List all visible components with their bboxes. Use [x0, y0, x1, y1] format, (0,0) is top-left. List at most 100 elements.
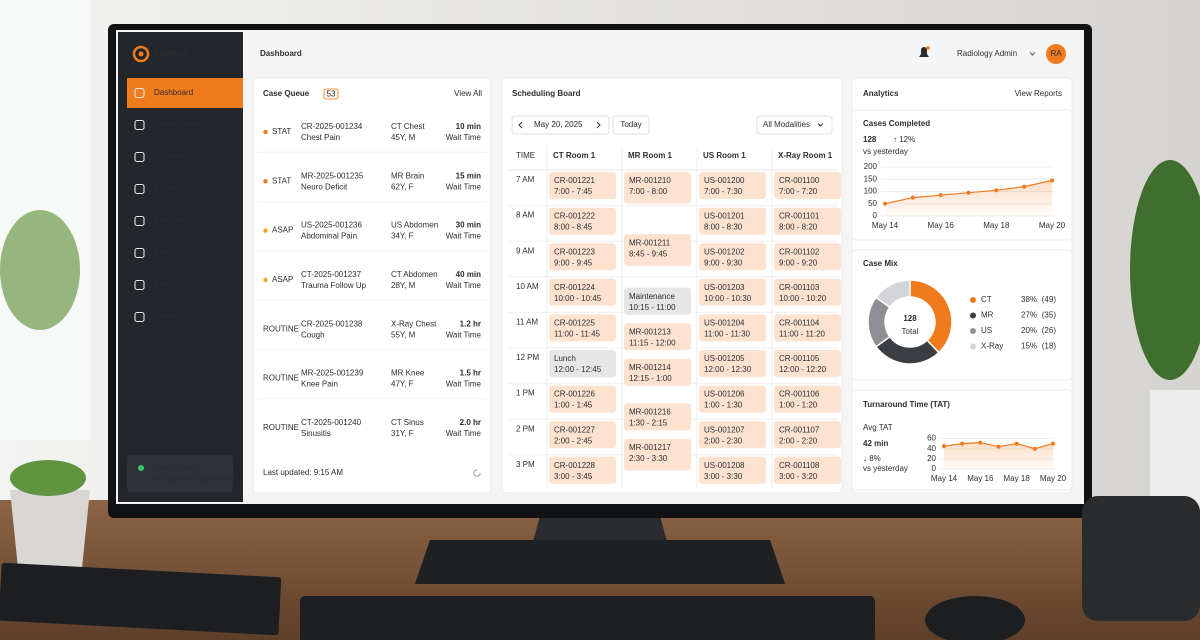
bell-icon[interactable]: [919, 47, 929, 57]
appointment[interactable]: [774, 172, 841, 199]
next-arrow[interactable]: [596, 121, 601, 129]
appointment[interactable]: [624, 323, 691, 351]
priority-label: STAT: [272, 127, 291, 136]
line-point: [942, 444, 946, 449]
monitor-base: [415, 540, 785, 584]
appointment[interactable]: [699, 172, 766, 199]
pot-right: [1150, 390, 1200, 510]
appointment[interactable]: [699, 314, 766, 342]
appointment-time: 7:00 - 8:00: [629, 187, 668, 196]
nav-item[interactable]: Case Queue: [154, 120, 199, 129]
line-point: [938, 193, 943, 198]
metric-change: ↓ 8%: [863, 454, 881, 463]
view-all-link[interactable]: View All: [454, 89, 482, 98]
appointment[interactable]: [699, 207, 766, 235]
appointment[interactable]: [549, 421, 616, 449]
legend-count: (35): [1042, 311, 1057, 320]
case-id[interactable]: MR-2025-001235: [301, 171, 364, 180]
case-exam: MR Brain: [391, 171, 424, 180]
appointment-id: CR-001106: [779, 390, 820, 399]
appointment-time: 2:00 - 2:30: [704, 436, 743, 445]
appointment[interactable]: [549, 172, 616, 199]
case-exam: CT Sinus: [391, 418, 424, 427]
priority-dot: [263, 277, 268, 283]
appointment[interactable]: [774, 385, 841, 413]
appointment[interactable]: [549, 385, 616, 413]
appointment[interactable]: [549, 350, 616, 377]
nav-item[interactable]: Analytics: [154, 280, 186, 289]
time-label: 11 AM: [516, 318, 538, 327]
plant-right: [1130, 160, 1200, 380]
case-exam: CT Chest: [391, 122, 425, 131]
appointment-time: 11:15 - 12:00: [629, 338, 676, 347]
appointment[interactable]: [624, 403, 691, 431]
appointment[interactable]: [699, 421, 766, 449]
case-id[interactable]: MR-2025-001239: [301, 369, 364, 378]
time-label: 10 AM: [516, 282, 539, 291]
legend-swatch: [970, 297, 976, 303]
case-id[interactable]: CT-2025-001240: [301, 418, 362, 427]
appointment[interactable]: [699, 456, 766, 484]
legend-label: US: [981, 326, 992, 335]
refresh-icon[interactable]: [473, 469, 481, 477]
wait-time: 1.5 hr: [460, 369, 481, 378]
appointment[interactable]: [624, 439, 691, 471]
appointment[interactable]: [774, 421, 841, 449]
line-point: [960, 441, 965, 446]
modality-filter[interactable]: [756, 115, 833, 135]
avatar[interactable]: [1046, 44, 1066, 64]
date-picker[interactable]: [511, 115, 610, 135]
appointment-time: 12:00 - 12:45: [554, 365, 602, 374]
appointment[interactable]: [549, 207, 616, 235]
x-tick-label: May 20: [1039, 221, 1066, 230]
appointment[interactable]: [774, 278, 841, 306]
appointment[interactable]: [549, 278, 616, 306]
appointment[interactable]: [624, 234, 691, 266]
nav-item[interactable]: Patients: [154, 184, 183, 193]
appointment[interactable]: [774, 456, 841, 484]
nav-item[interactable]: Dashboard: [154, 88, 193, 97]
appointment[interactable]: [774, 350, 841, 377]
sidebar: [118, 32, 243, 502]
appointment[interactable]: [774, 207, 841, 235]
appointment[interactable]: [699, 278, 766, 306]
appointment-id: US-001200: [704, 176, 745, 185]
appointment[interactable]: [624, 358, 691, 386]
appointment[interactable]: [549, 243, 616, 271]
appointment[interactable]: [699, 243, 766, 271]
filter-chevron: [817, 123, 824, 127]
case-id[interactable]: CR-2025-001238: [301, 319, 363, 328]
appointment[interactable]: [774, 314, 841, 342]
legend-swatch: [970, 328, 976, 334]
prev-arrow[interactable]: [518, 121, 523, 129]
line-area: [885, 180, 1052, 216]
case-id[interactable]: US-2025-001236: [301, 221, 362, 230]
nav-active: [127, 78, 243, 108]
nav-item[interactable]: Settings: [154, 312, 183, 321]
appointment[interactable]: [549, 456, 616, 484]
appointment-id: CR-001227: [554, 425, 595, 434]
room-header: CT Room 1: [553, 151, 596, 160]
nav-item[interactable]: Reports: [154, 248, 182, 257]
appointment[interactable]: [624, 172, 691, 204]
nav-icon: [134, 87, 145, 99]
wait-label: Wait Time: [446, 133, 482, 142]
y-tick-label: 100: [864, 187, 878, 196]
case-id[interactable]: CR-2025-001234: [301, 122, 363, 131]
view-reports-link[interactable]: View Reports: [1015, 89, 1062, 98]
wait-label: Wait Time: [446, 182, 482, 191]
nav-item[interactable]: Scheduling: [154, 152, 194, 161]
user-name[interactable]: Radiology Admin: [957, 49, 1017, 58]
mouse: [925, 596, 1025, 640]
appointment[interactable]: [774, 243, 841, 271]
line-point: [883, 201, 887, 206]
appointment[interactable]: [624, 287, 691, 315]
appointment[interactable]: [699, 385, 766, 413]
appointment[interactable]: [549, 314, 616, 342]
today-button[interactable]: [612, 115, 650, 135]
appointment[interactable]: [699, 350, 766, 377]
nav-item[interactable]: Providers: [154, 216, 188, 225]
appointment-time: 1:00 - 1:45: [554, 401, 593, 410]
case-id[interactable]: CT-2025-001237: [301, 270, 362, 279]
